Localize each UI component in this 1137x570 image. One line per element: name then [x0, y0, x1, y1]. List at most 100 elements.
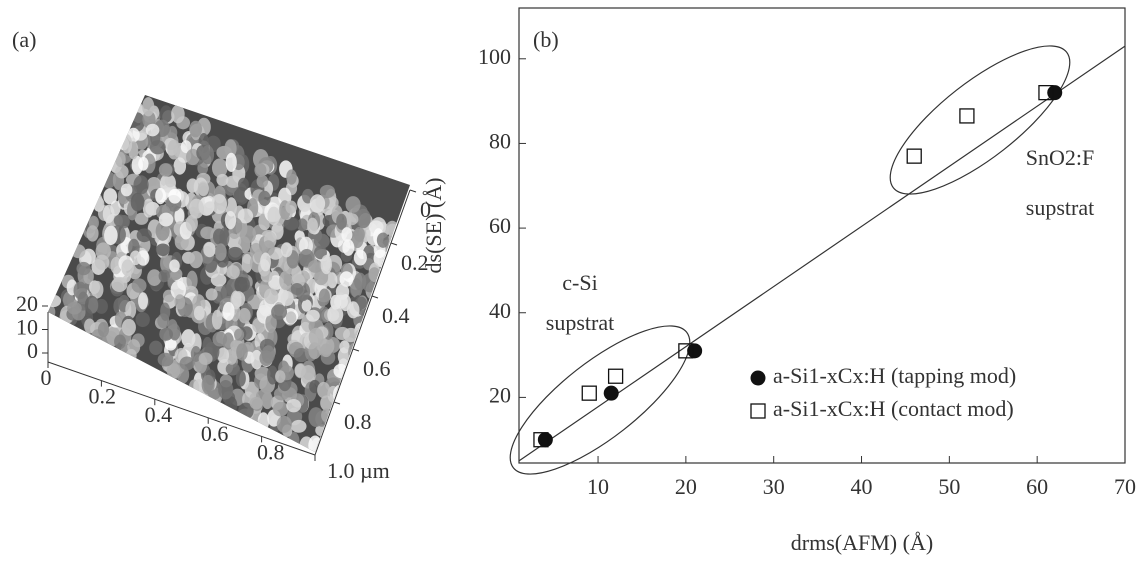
- x-tick-label: 70: [1114, 474, 1136, 499]
- afm-bump: [290, 282, 304, 295]
- afm-bump: [138, 156, 149, 171]
- afm-bump: [261, 240, 275, 256]
- afm-bump: [168, 188, 182, 204]
- afm-bump: [317, 381, 331, 399]
- afm-bump: [113, 214, 127, 227]
- afm-bump: [159, 327, 174, 341]
- z-tick-label: 10: [16, 315, 38, 340]
- afm-bump: [205, 288, 218, 301]
- afm-bump: [258, 190, 271, 207]
- z-tick-label: 20: [16, 291, 38, 316]
- afm-bump: [121, 318, 136, 336]
- afm-bump: [241, 253, 253, 273]
- afm-bump: [155, 187, 166, 205]
- afm-bump: [158, 212, 174, 227]
- afm-bump: [84, 295, 99, 315]
- point: [687, 343, 703, 359]
- afm-bump: [257, 412, 270, 431]
- afm-bump: [138, 292, 149, 310]
- point: [607, 368, 624, 384]
- afm-bump: [212, 331, 228, 347]
- afm-bump: [351, 229, 364, 249]
- y-tick-label: 60: [489, 213, 511, 238]
- legend-label: a-Si1-xCx:H (tapping mod): [773, 363, 1016, 388]
- afm-bump: [225, 152, 237, 172]
- x-tick-label: 0.4: [145, 402, 173, 427]
- afm-bump: [314, 245, 327, 260]
- afm-bump: [203, 242, 216, 258]
- afm-bump: [115, 164, 129, 179]
- afm-bump: [321, 408, 332, 423]
- y-tick-label: 0.4: [382, 303, 410, 328]
- afm-bump: [238, 177, 249, 191]
- afm-bump: [383, 265, 398, 285]
- y-tick-label: 80: [489, 128, 511, 153]
- afm-bump: [160, 173, 176, 193]
- afm-bump: [344, 213, 359, 226]
- afm-bump: [86, 225, 99, 242]
- x-tick-label: 0: [41, 365, 52, 390]
- afm-bump: [234, 328, 245, 341]
- point: [678, 343, 694, 359]
- axis-line: [314, 189, 411, 456]
- afm-bump: [142, 97, 155, 117]
- afm-bump: [354, 272, 367, 291]
- afm-bump: [319, 184, 336, 199]
- afm-bump: [115, 151, 126, 168]
- afm-bump: [91, 280, 104, 299]
- afm-bump: [235, 370, 246, 387]
- afm-bump: [166, 363, 181, 379]
- point: [1038, 85, 1054, 101]
- afm-bump: [174, 294, 186, 310]
- afm-bump: [189, 120, 203, 138]
- afm-bump: [286, 398, 302, 413]
- fit-line: [518, 45, 1126, 462]
- afm-bump: [125, 348, 137, 362]
- afm-bump: [166, 267, 183, 281]
- afm-bump: [174, 207, 185, 225]
- afm-bump: [211, 193, 227, 214]
- afm-bump: [218, 380, 234, 400]
- y-tick-label: 0.2: [401, 250, 429, 275]
- afm-bump: [189, 198, 205, 219]
- afm-bump: [403, 225, 410, 243]
- afm-bump: [111, 276, 128, 293]
- x-tick-label: 1.0 µm: [327, 458, 390, 483]
- afm-bump: [94, 254, 110, 271]
- afm-bump: [185, 214, 198, 232]
- x-tick-label: 0.6: [201, 421, 229, 446]
- afm-bump: [339, 271, 354, 287]
- afm-bump: [301, 299, 312, 312]
- y-tick: [333, 401, 341, 405]
- afm-bump: [280, 242, 293, 258]
- afm-bump: [76, 261, 91, 276]
- afm-bump: [201, 145, 215, 165]
- afm-bump: [67, 301, 82, 315]
- afm-bump: [396, 231, 410, 248]
- afm-bump: [259, 350, 274, 367]
- afm-bump: [267, 365, 278, 385]
- afm-bump: [224, 139, 237, 158]
- y-tick: [409, 189, 417, 193]
- afm-bump: [114, 334, 126, 350]
- y-tick-label: 20: [489, 382, 511, 407]
- afm-bump: [211, 158, 228, 178]
- afm-bump: [225, 362, 240, 376]
- afm-bump: [92, 193, 103, 212]
- afm-bump: [353, 249, 367, 266]
- afm-bump: [260, 252, 271, 272]
- afm-bump: [197, 181, 210, 197]
- afm-bump: [97, 321, 110, 338]
- afm-bump: [189, 251, 203, 269]
- afm-bump: [308, 259, 323, 273]
- afm-bump: [84, 318, 96, 334]
- afm-bump: [226, 265, 240, 280]
- y-tick-label: 100: [478, 44, 511, 69]
- afm-bump: [125, 300, 137, 319]
- afm-bump: [250, 349, 263, 370]
- afm-bump: [185, 148, 200, 166]
- afm-bump: [197, 161, 209, 175]
- afm-bump: [254, 163, 267, 178]
- afm-bump: [155, 243, 170, 256]
- afm-bump: [103, 188, 118, 205]
